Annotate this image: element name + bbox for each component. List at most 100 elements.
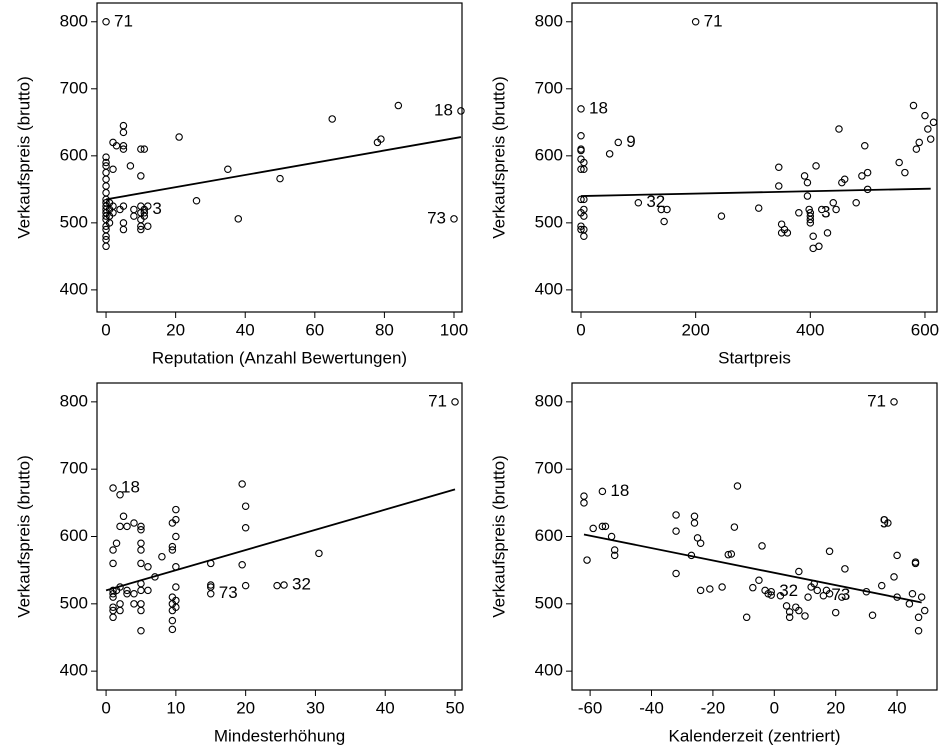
point xyxy=(451,398,459,406)
point xyxy=(172,532,180,541)
point xyxy=(102,18,110,26)
point xyxy=(224,165,232,173)
point xyxy=(119,219,128,227)
point xyxy=(809,232,817,241)
point xyxy=(102,175,110,184)
point xyxy=(806,209,815,217)
point xyxy=(909,101,918,110)
plot-frame xyxy=(96,382,463,691)
point xyxy=(140,212,149,220)
point-label: 3 xyxy=(152,199,161,218)
point-label: 71 xyxy=(867,391,886,410)
point xyxy=(818,205,826,214)
x-tick-label: 0 xyxy=(101,698,110,717)
point xyxy=(580,165,588,173)
point xyxy=(238,561,246,569)
point xyxy=(102,158,110,167)
point xyxy=(924,125,932,133)
point xyxy=(130,589,138,598)
point xyxy=(742,613,751,622)
point xyxy=(908,589,917,598)
point xyxy=(457,107,465,115)
x-tick-label: 20 xyxy=(826,698,845,717)
point xyxy=(672,511,680,519)
y-tick-label: 600 xyxy=(60,526,88,545)
point xyxy=(783,229,792,237)
x-tick-label: 20 xyxy=(236,698,255,717)
point-label: 71 xyxy=(428,391,447,410)
point xyxy=(116,600,124,608)
point xyxy=(119,512,128,521)
point xyxy=(803,178,812,187)
point xyxy=(914,613,923,622)
point xyxy=(130,212,138,220)
point xyxy=(829,198,837,207)
point xyxy=(172,505,180,514)
point xyxy=(130,600,138,608)
point-label: 32 xyxy=(646,192,665,211)
point xyxy=(137,546,145,554)
point xyxy=(690,512,699,521)
point xyxy=(813,586,822,595)
point xyxy=(577,131,585,140)
point xyxy=(137,586,145,595)
point-label: 73 xyxy=(427,208,446,227)
point xyxy=(112,539,121,547)
point xyxy=(634,198,643,207)
point xyxy=(577,195,585,204)
x-tick-label: 0 xyxy=(770,698,779,717)
point xyxy=(795,606,803,615)
point xyxy=(823,229,832,237)
point xyxy=(241,502,250,510)
point-label: 18 xyxy=(589,98,608,117)
point xyxy=(577,146,585,155)
y-tick-label: 400 xyxy=(535,279,563,298)
point-label: 18 xyxy=(434,100,453,119)
x-tick-label: 0 xyxy=(576,320,585,339)
point xyxy=(276,174,284,183)
panel: 0 10 20 30 40 50 400 500 600 700 800 Mindesterhöhun… xyxy=(14,382,464,745)
point xyxy=(717,212,726,220)
y-tick-label: 700 xyxy=(60,78,88,97)
point xyxy=(144,222,152,230)
y-tick-label: 500 xyxy=(535,212,563,231)
point xyxy=(130,205,138,214)
y-tick-label: 700 xyxy=(535,78,563,97)
point xyxy=(144,202,152,210)
point-label: 18 xyxy=(610,481,629,500)
point xyxy=(168,616,177,625)
point xyxy=(119,145,128,153)
y-tick-label: 600 xyxy=(535,526,563,545)
point xyxy=(776,591,785,600)
point xyxy=(119,128,128,137)
point xyxy=(598,487,607,496)
fit-line xyxy=(105,488,456,592)
x-tick-label: -60 xyxy=(578,698,603,717)
x-tick-label: 10 xyxy=(166,698,185,717)
fit-line xyxy=(580,187,931,197)
point xyxy=(273,581,281,590)
x-axis-label: Startpreis xyxy=(718,348,791,367)
point xyxy=(610,551,619,560)
y-axis-label: Verkaufspreis (brutto) xyxy=(14,76,33,239)
point xyxy=(580,499,588,507)
x-axis-label: Reputation (Anzahl Bewertungen) xyxy=(152,348,407,367)
point xyxy=(696,539,705,547)
point xyxy=(207,581,215,589)
y-tick-label: 700 xyxy=(535,459,563,478)
point xyxy=(119,121,128,130)
point-label: 71 xyxy=(704,11,723,30)
point xyxy=(912,145,921,153)
x-tick-label: 80 xyxy=(375,320,394,339)
point xyxy=(718,583,726,591)
point xyxy=(137,222,145,230)
point xyxy=(795,209,803,217)
point xyxy=(785,608,794,616)
y-tick-label: 800 xyxy=(535,391,563,410)
point xyxy=(841,565,849,573)
point xyxy=(168,542,177,551)
point xyxy=(577,165,585,173)
point xyxy=(137,145,145,153)
point xyxy=(577,105,585,113)
point xyxy=(775,163,783,171)
